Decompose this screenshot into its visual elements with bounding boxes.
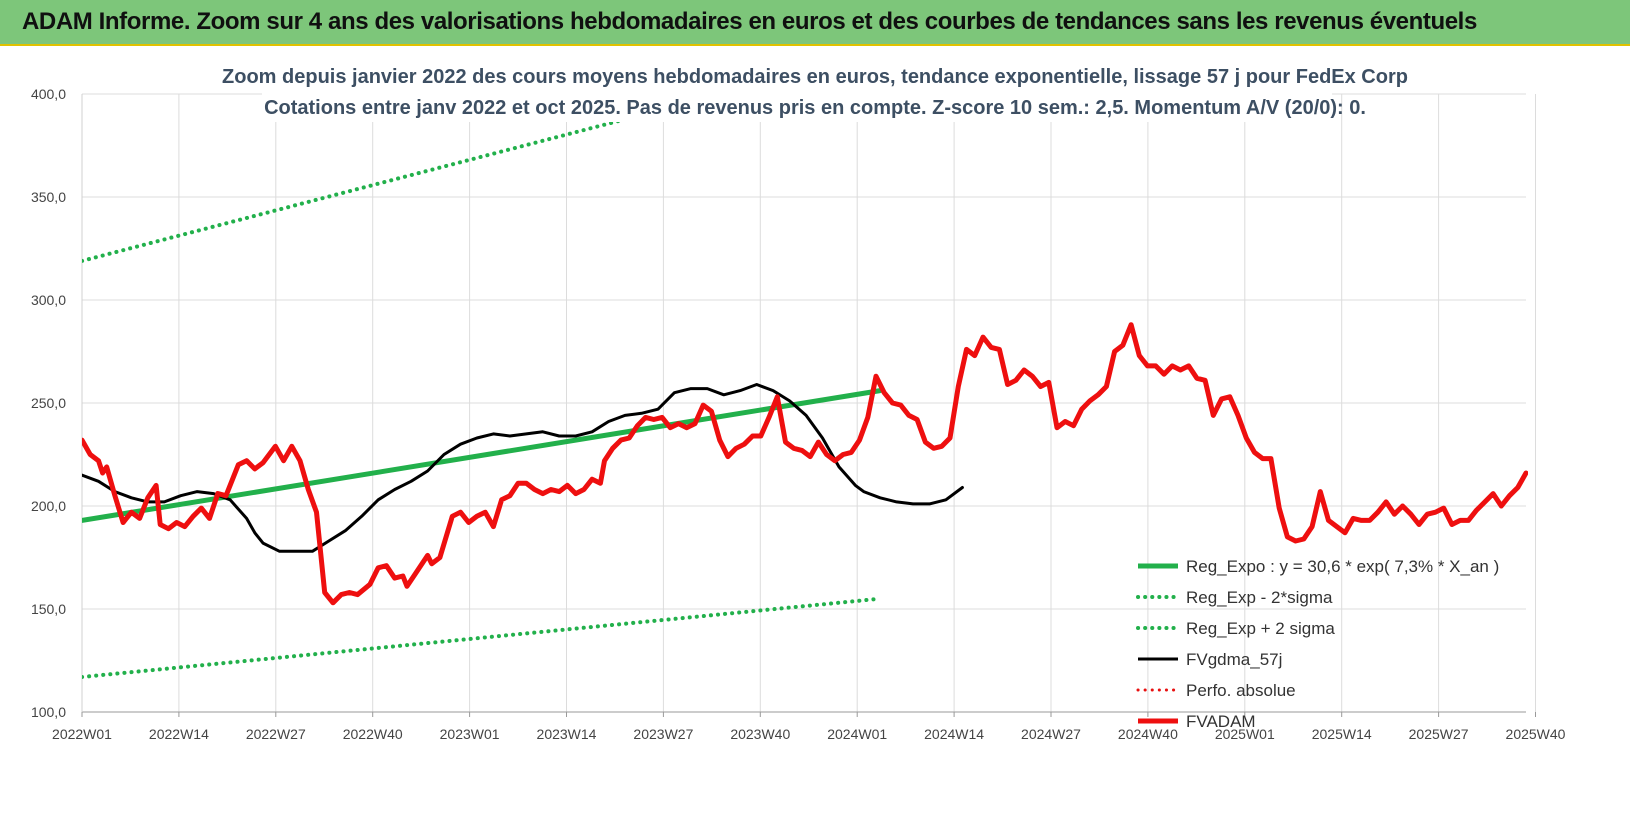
title-backdrop [262, 60, 1332, 122]
legend-label: Reg_Exp - 2*sigma [1186, 588, 1333, 607]
series-reg-exp-minus-2sigma [82, 596, 883, 679]
x-tick-label: 2023W40 [730, 726, 790, 742]
x-tick-label: 2025W40 [1506, 726, 1566, 742]
legend: Reg_Expo : y = 30,6 * exp( 7,3% * X_an )… [1136, 557, 1499, 731]
x-tick-label: 2023W27 [633, 726, 693, 742]
legend-label: Reg_Exp + 2 sigma [1186, 619, 1335, 638]
chart-titles: Zoom depuis janvier 2022 des cours moyen… [222, 60, 1408, 122]
y-tick-label: 400,0 [31, 86, 66, 102]
y-tick-label: 350,0 [31, 189, 66, 205]
chart-title: Zoom depuis janvier 2022 des cours moyen… [222, 66, 1408, 88]
page-title: ADAM Informe. Zoom sur 4 ans des valoris… [22, 8, 1477, 35]
x-tick-label: 2022W40 [343, 726, 403, 742]
y-tick-label: 200,0 [31, 498, 66, 514]
chart-subtitle: Cotations entre janv 2022 et oct 2025. P… [264, 97, 1366, 119]
series-layer [82, 94, 1528, 679]
chart-area: 100,0 150,0 200,0 250,0 300,0 350,0 400,0 2022W… [0, 46, 1630, 815]
legend-label: Perfo. absolue [1186, 681, 1296, 700]
x-tick-label: 2023W14 [537, 726, 597, 742]
y-tick-label: 100,0 [31, 704, 66, 720]
legend-label: FVgdma_57j [1186, 650, 1282, 669]
y-tick-label: 300,0 [31, 292, 66, 308]
x-tick-label: 2025W14 [1312, 726, 1372, 742]
series-fvgdma-57j [82, 383, 964, 553]
x-tick-label: 2024W14 [924, 726, 984, 742]
x-tick-label: 2024W01 [827, 726, 887, 742]
x-tick-label: 2025W27 [1409, 726, 1469, 742]
x-tick-label: 2023W01 [440, 726, 500, 742]
series-fvadam [82, 322, 1528, 606]
legend-label: Reg_Expo : y = 30,6 * exp( 7,3% * X_an ) [1186, 557, 1499, 576]
x-tick-label: 2022W27 [246, 726, 306, 742]
x-tick-label: 2025W01 [1215, 726, 1275, 742]
series-reg-exp-plus-2sigma [82, 94, 731, 263]
legend-label: FVADAM [1186, 712, 1256, 731]
page-header: ADAM Informe. Zoom sur 4 ans des valoris… [0, 0, 1630, 46]
y-tick-label: 150,0 [31, 601, 66, 617]
x-tick-label: 2024W27 [1021, 726, 1081, 742]
y-tick-label: 250,0 [31, 395, 66, 411]
axes: 100,0 150,0 200,0 250,0 300,0 350,0 400,0 2022W… [31, 86, 1566, 742]
x-tick-label: 2022W01 [52, 726, 112, 742]
x-tick-label: 2022W14 [149, 726, 209, 742]
line-chart: 100,0 150,0 200,0 250,0 300,0 350,0 400,0 2022W… [31, 60, 1566, 742]
x-tick-label: 2024W40 [1118, 726, 1178, 742]
